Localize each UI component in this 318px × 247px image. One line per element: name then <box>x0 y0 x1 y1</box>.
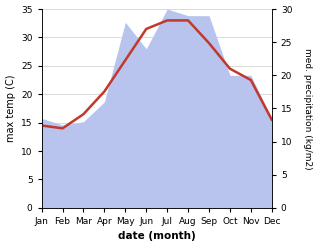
Y-axis label: max temp (C): max temp (C) <box>5 75 16 142</box>
Y-axis label: med. precipitation (kg/m2): med. precipitation (kg/m2) <box>303 48 313 169</box>
X-axis label: date (month): date (month) <box>118 231 196 242</box>
